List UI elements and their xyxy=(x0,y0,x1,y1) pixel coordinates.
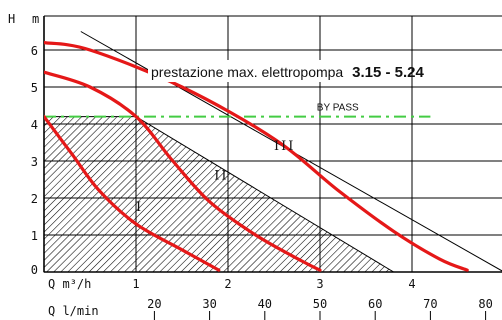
x2-tick-label: 40 xyxy=(258,297,272,311)
y-tick-label: 6 xyxy=(31,44,38,58)
x-tick-label: 1 xyxy=(132,277,139,291)
x2-tick-label: 30 xyxy=(202,297,216,311)
x-tick-labels: 1 2 3 4 xyxy=(132,277,415,291)
y-axis-label-m: m xyxy=(32,12,39,26)
bypass-label: BY PASS xyxy=(317,103,359,114)
x2-tick-label: 70 xyxy=(423,297,437,311)
x-tick-label: 4 xyxy=(408,277,415,291)
curve-ii xyxy=(44,70,322,272)
x2-tick-label: 80 xyxy=(478,297,492,311)
curve-label-iii: III xyxy=(274,139,295,154)
curves xyxy=(44,41,469,272)
grid xyxy=(43,15,502,273)
x-tick-label: 2 xyxy=(224,277,231,291)
curve-i xyxy=(44,115,221,272)
curve-label-ii: II xyxy=(214,169,228,184)
y-tick-label: 4 xyxy=(31,118,38,132)
x-tick-label: 3 xyxy=(316,277,323,291)
y-tick-label: 1 xyxy=(31,229,38,243)
x-axis-label: Q m³/h xyxy=(48,277,91,291)
curve-iii xyxy=(44,41,469,272)
curve-label-i: I xyxy=(136,200,143,215)
y-tick-labels: 0 1 2 3 4 5 6 xyxy=(31,44,38,277)
y-tick-label: 0 xyxy=(31,263,38,277)
x2-tick-label: 20 xyxy=(147,297,161,311)
chart-title: prestazione max. elettropompa 3.15 - 5.2… xyxy=(151,64,424,81)
x2-axis-label: Q l/min xyxy=(48,304,99,318)
y-tick-label: 5 xyxy=(31,81,38,95)
title-model: 3.15 - 5.24 xyxy=(352,64,424,81)
x2-tick-labels: 20 30 40 50 60 70 80 xyxy=(147,297,493,320)
x2-tick-label: 60 xyxy=(368,297,382,311)
y-tick-label: 2 xyxy=(31,192,38,206)
x2-tick-label: 50 xyxy=(313,297,327,311)
y-tick-label: 3 xyxy=(31,155,38,169)
y-axis-label-h: H xyxy=(8,12,15,26)
title-text: prestazione max. elettropompa xyxy=(151,64,343,80)
